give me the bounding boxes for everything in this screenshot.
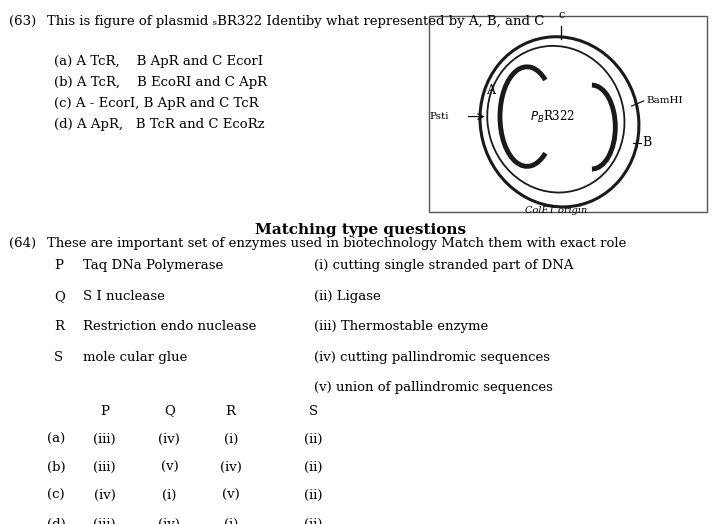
Text: A: A bbox=[487, 84, 495, 97]
Text: (b) A TcR,    B EcoRI and C ApR: (b) A TcR, B EcoRI and C ApR bbox=[54, 76, 267, 89]
Text: (b): (b) bbox=[47, 461, 66, 474]
Text: (c): (c) bbox=[47, 489, 64, 503]
Text: (iii): (iii) bbox=[93, 433, 116, 446]
Text: (ii): (ii) bbox=[304, 518, 323, 524]
Text: BamHI: BamHI bbox=[646, 96, 683, 105]
Text: S: S bbox=[54, 351, 63, 364]
Text: (iii): (iii) bbox=[93, 461, 116, 474]
Text: (v): (v) bbox=[222, 489, 239, 503]
Text: mole cular glue: mole cular glue bbox=[83, 351, 187, 364]
Text: c: c bbox=[559, 9, 565, 19]
Text: (63): (63) bbox=[9, 15, 37, 28]
Text: (i) cutting single stranded part of DNA: (i) cutting single stranded part of DNA bbox=[314, 259, 573, 272]
Text: (i): (i) bbox=[224, 433, 238, 446]
Text: (v): (v) bbox=[161, 461, 178, 474]
Text: Q: Q bbox=[54, 290, 65, 303]
Text: P: P bbox=[100, 405, 109, 418]
Text: (iv) cutting pallindromic sequences: (iv) cutting pallindromic sequences bbox=[314, 351, 549, 364]
Text: B: B bbox=[642, 136, 652, 149]
Text: Restriction endo nuclease: Restriction endo nuclease bbox=[83, 320, 256, 333]
Text: Matching type questions: Matching type questions bbox=[255, 223, 466, 237]
Text: (ii) Ligase: (ii) Ligase bbox=[314, 290, 381, 303]
Text: P: P bbox=[54, 259, 63, 272]
Text: (i): (i) bbox=[224, 518, 238, 524]
Text: (i): (i) bbox=[162, 489, 177, 503]
Text: (v) union of pallindromic sequences: (v) union of pallindromic sequences bbox=[314, 381, 552, 394]
Text: (d) A ApR,   B TcR and C EcoRz: (d) A ApR, B TcR and C EcoRz bbox=[54, 118, 265, 131]
Text: (iv): (iv) bbox=[220, 461, 242, 474]
Text: (a): (a) bbox=[47, 433, 65, 446]
Text: (64): (64) bbox=[9, 237, 37, 250]
Text: (iv): (iv) bbox=[159, 518, 180, 524]
Text: (a) A TcR,    B ApR and C EcorI: (a) A TcR, B ApR and C EcorI bbox=[54, 55, 263, 68]
Text: (ii): (ii) bbox=[304, 489, 323, 503]
Text: (c) A - EcorI, B ApR and C TcR: (c) A - EcorI, B ApR and C TcR bbox=[54, 97, 259, 110]
Text: (d): (d) bbox=[47, 518, 66, 524]
Text: S I nuclease: S I nuclease bbox=[83, 290, 165, 303]
Text: This is figure of plasmid ₛBR322 Identiby what represented by A, B, and C: This is figure of plasmid ₛBR322 Identib… bbox=[47, 15, 544, 28]
Text: (iii): (iii) bbox=[93, 518, 116, 524]
FancyBboxPatch shape bbox=[429, 16, 707, 212]
Text: (ii): (ii) bbox=[304, 461, 323, 474]
Text: (iv): (iv) bbox=[94, 489, 115, 503]
Text: (iv): (iv) bbox=[159, 433, 180, 446]
Text: (ii): (ii) bbox=[304, 433, 323, 446]
Text: R: R bbox=[54, 320, 64, 333]
Text: Taq DNa Polymerase: Taq DNa Polymerase bbox=[83, 259, 224, 272]
Text: $P_{B}$R322: $P_{B}$R322 bbox=[530, 108, 575, 125]
Text: (iii) Thermostable enzyme: (iii) Thermostable enzyme bbox=[314, 320, 488, 333]
Text: R: R bbox=[226, 405, 236, 418]
Text: ColE1 origin: ColE1 origin bbox=[525, 206, 587, 215]
Text: Psti: Psti bbox=[430, 112, 449, 121]
Text: Q: Q bbox=[164, 405, 175, 418]
Text: These are important set of enzymes used in biotechnology Match them with exact r: These are important set of enzymes used … bbox=[47, 237, 627, 250]
Text: S: S bbox=[309, 405, 318, 418]
